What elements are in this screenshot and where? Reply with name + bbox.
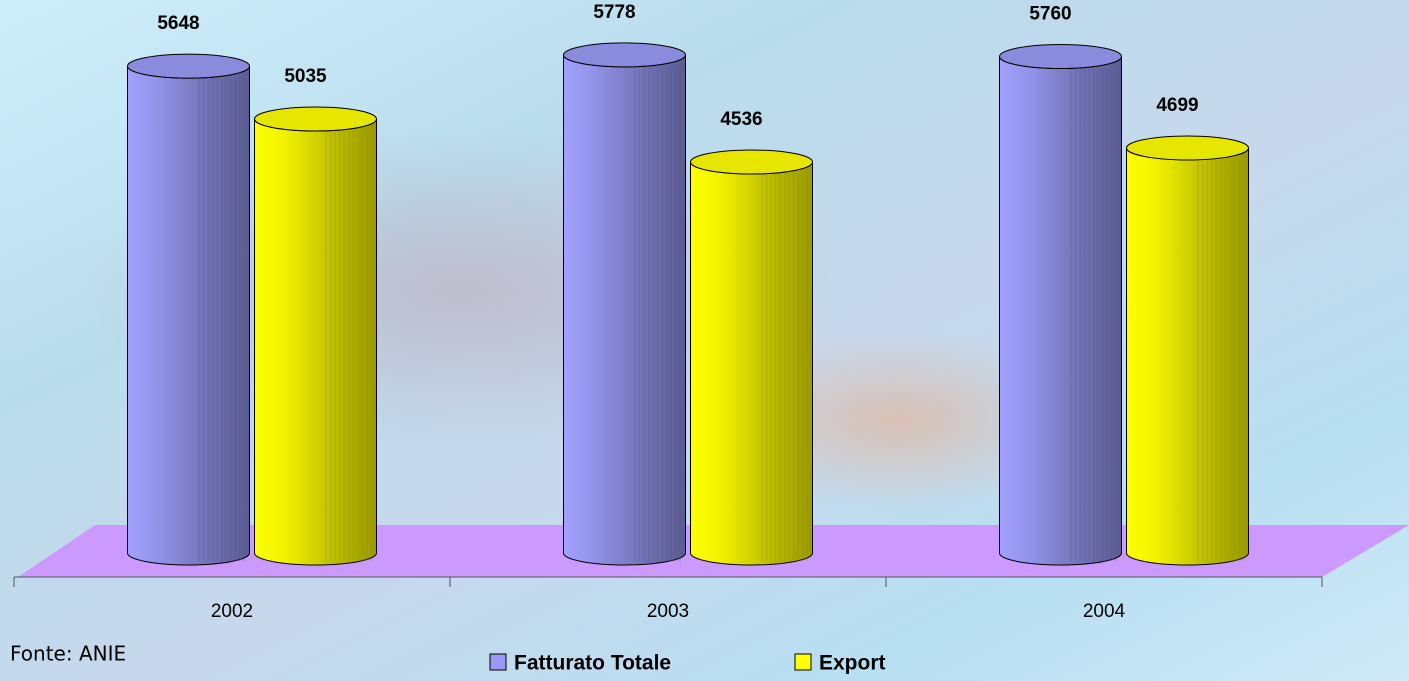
value-label: 4536 <box>720 109 762 130</box>
cylinder-top <box>254 106 377 132</box>
cylinder-top <box>999 43 1122 69</box>
value-label: 5778 <box>593 2 635 23</box>
cylinder-top <box>127 53 250 79</box>
legend-label: Fatturato Totale <box>514 652 671 675</box>
cylinder-top <box>1126 135 1249 161</box>
legend-label: Export <box>819 652 886 675</box>
legend-swatch <box>489 653 507 671</box>
x-tick-label: 2003 <box>647 601 689 622</box>
value-label: 5648 <box>157 13 199 34</box>
cylinder-top <box>690 149 813 175</box>
legend-swatch <box>794 653 812 671</box>
value-label: 4699 <box>1156 95 1198 116</box>
x-tick-label: 2002 <box>211 601 253 622</box>
value-label: 5035 <box>284 66 327 87</box>
value-label: 5760 <box>1029 4 1071 25</box>
source-note: Fonte: ANIE <box>10 642 126 666</box>
x-tick-label: 2004 <box>1083 601 1126 622</box>
cylinder-top <box>563 42 686 68</box>
